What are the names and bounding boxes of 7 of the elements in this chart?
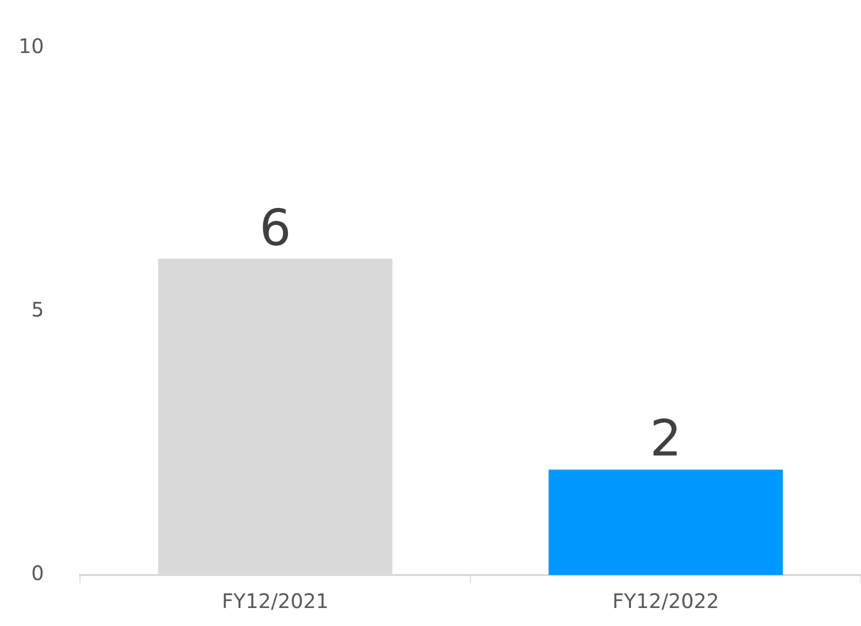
y-tick-label: 10 bbox=[18, 34, 44, 58]
x-tick-label: FY12/2021 bbox=[222, 589, 329, 614]
x-tick-label: FY12/2022 bbox=[612, 589, 720, 614]
data-label: 2 bbox=[650, 410, 682, 468]
data-label: 6 bbox=[259, 198, 292, 257]
y-tick-label: 5 bbox=[31, 298, 44, 322]
y-tick-label: 0 bbox=[31, 561, 44, 586]
